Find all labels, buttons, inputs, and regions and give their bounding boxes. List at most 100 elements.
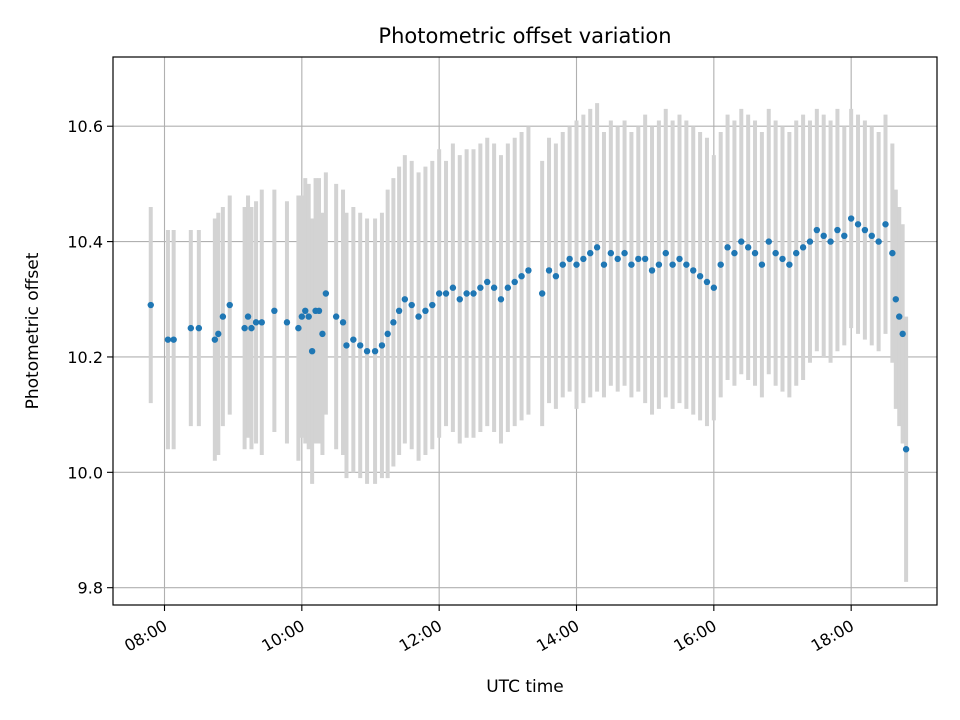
data-point (339, 319, 347, 326)
data-point (401, 296, 409, 303)
data-point (545, 267, 553, 274)
data-point (363, 347, 371, 355)
data-point (244, 313, 252, 320)
data-point (703, 278, 711, 286)
data-point (820, 232, 827, 240)
y-axis-label: Photometric offset (23, 252, 43, 409)
data-point (248, 324, 255, 332)
data-point (295, 324, 302, 332)
data-point (219, 313, 227, 320)
data-point (861, 226, 869, 234)
data-point (614, 255, 621, 263)
data-point (384, 330, 391, 338)
data-point (621, 249, 628, 257)
data-point (724, 244, 731, 251)
data-point (271, 307, 278, 315)
x-tick-label: 10:00 (258, 616, 307, 656)
data-point (147, 301, 154, 309)
data-point (350, 336, 357, 343)
data-point (882, 221, 889, 228)
data-point (552, 273, 560, 280)
data-point (799, 244, 807, 251)
data-point (241, 324, 248, 332)
data-point (731, 249, 738, 257)
x-tick-label: 18:00 (808, 616, 857, 656)
y-tick-label: 10.0 (67, 463, 103, 482)
data-point (298, 313, 306, 320)
data-point (484, 278, 491, 286)
data-point (779, 255, 786, 263)
data-point (415, 313, 422, 320)
data-point (258, 319, 265, 326)
data-point (566, 255, 573, 263)
data-point (744, 244, 752, 251)
data-point (463, 290, 470, 297)
x-axis-label: UTC time (486, 677, 564, 697)
y-tick-label: 9.8 (78, 579, 103, 598)
y-tick-label: 10.4 (67, 233, 103, 252)
data-point (751, 249, 759, 257)
data-point (490, 284, 498, 291)
data-point (896, 313, 903, 320)
data-point (390, 319, 397, 326)
data-point (758, 261, 766, 268)
data-point (587, 249, 594, 257)
data-point (786, 261, 793, 268)
y-tick-label: 10.2 (67, 348, 103, 367)
data-point (607, 249, 615, 257)
data-point (696, 273, 704, 280)
data-point (868, 232, 875, 240)
data-point (442, 290, 450, 297)
data-point (899, 330, 906, 338)
data-point (164, 336, 172, 343)
data-points (147, 215, 910, 453)
data-point (322, 290, 330, 297)
data-point (628, 261, 635, 268)
data-point (211, 336, 219, 343)
data-point (305, 313, 312, 320)
data-point (648, 267, 656, 274)
data-point (511, 278, 518, 286)
data-point (892, 296, 899, 303)
data-point (717, 261, 724, 268)
data-point (827, 238, 834, 245)
data-point (841, 232, 848, 240)
data-point (573, 261, 580, 268)
data-point (641, 255, 649, 263)
data-point (470, 290, 477, 297)
plot-frame (112, 56, 938, 606)
data-point (676, 255, 683, 263)
data-point (429, 301, 436, 309)
data-point (187, 324, 195, 332)
data-point (559, 261, 566, 268)
data-point (600, 261, 608, 268)
data-point (215, 330, 222, 338)
data-point (738, 238, 745, 245)
data-point (538, 290, 546, 297)
data-point (252, 319, 260, 326)
data-point (395, 307, 403, 315)
data-point (371, 347, 379, 355)
data-point (357, 342, 364, 349)
error-bars (148, 103, 909, 582)
data-point (308, 347, 316, 355)
data-point (669, 261, 676, 268)
data-point (710, 284, 718, 291)
data-point (854, 221, 862, 228)
x-tick-label: 14:00 (533, 616, 582, 656)
data-point (477, 284, 484, 291)
data-point (449, 284, 457, 291)
data-point (435, 290, 443, 297)
data-point (456, 296, 463, 303)
x-tick-label: 12:00 (396, 616, 445, 656)
data-point (226, 301, 233, 309)
data-point (793, 249, 800, 257)
data-point (847, 215, 855, 222)
data-point (655, 261, 663, 268)
chart-title: Photometric offset variation (378, 24, 671, 48)
x-tick-label: 16:00 (670, 616, 719, 656)
data-point (408, 301, 415, 309)
data-point (195, 324, 203, 332)
data-point (497, 296, 505, 303)
